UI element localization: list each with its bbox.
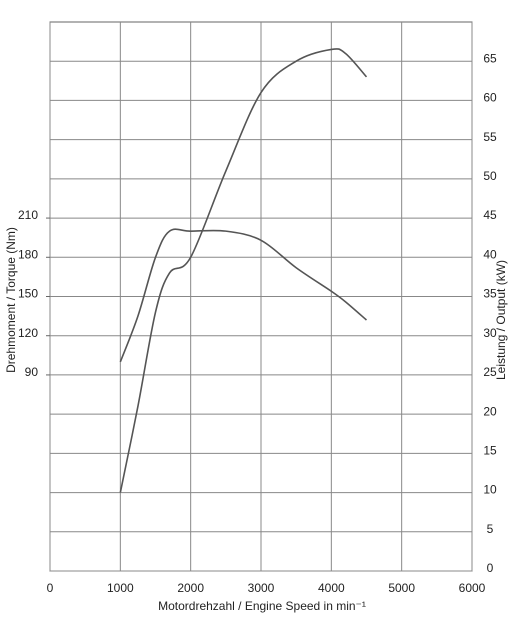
y2-tick-label: 15 bbox=[483, 444, 497, 458]
y2-tick-label: 10 bbox=[483, 483, 497, 497]
x-tick-label: 2000 bbox=[177, 581, 204, 595]
line-series bbox=[119, 48, 368, 493]
y2-tick-label: 45 bbox=[483, 208, 497, 222]
y-tick-label: 180 bbox=[18, 247, 38, 261]
y2-tick-label: 50 bbox=[483, 169, 497, 183]
x-tick-label: 0 bbox=[47, 581, 54, 595]
y2-tick-label: 65 bbox=[483, 51, 497, 65]
x-tick-label: 5000 bbox=[388, 581, 415, 595]
y-tick-label: 120 bbox=[18, 326, 38, 340]
y-tick-label: 150 bbox=[18, 287, 38, 301]
y-tick-label: 90 bbox=[25, 365, 39, 379]
y2-tick-label: 0 bbox=[487, 561, 494, 575]
x-axis-label: Motordrehzahl / Engine Speed in min⁻¹ bbox=[158, 599, 366, 613]
y2-tick-label: 55 bbox=[483, 130, 497, 144]
x-tick-label: 6000 bbox=[459, 581, 486, 595]
y2-tick-label: 25 bbox=[483, 365, 497, 379]
y2-tick-label: 60 bbox=[483, 91, 497, 105]
y-axis-label: Drehmoment / Torque (Nm) bbox=[4, 227, 18, 373]
y-tick-label: 210 bbox=[18, 208, 38, 222]
y2-tick-label: 35 bbox=[483, 287, 497, 301]
y2-axis-label: Leistung / Output (kW) bbox=[494, 260, 508, 380]
y2-tick-label: 20 bbox=[483, 404, 497, 418]
x-tick-label: 1000 bbox=[107, 581, 134, 595]
x-tick-label: 3000 bbox=[248, 581, 275, 595]
y2-tick-label: 30 bbox=[483, 326, 497, 340]
x-tick-label: 4000 bbox=[318, 581, 345, 595]
y2-tick-label: 5 bbox=[487, 522, 494, 536]
y2-tick-label: 40 bbox=[483, 247, 497, 261]
line-series bbox=[119, 228, 368, 363]
